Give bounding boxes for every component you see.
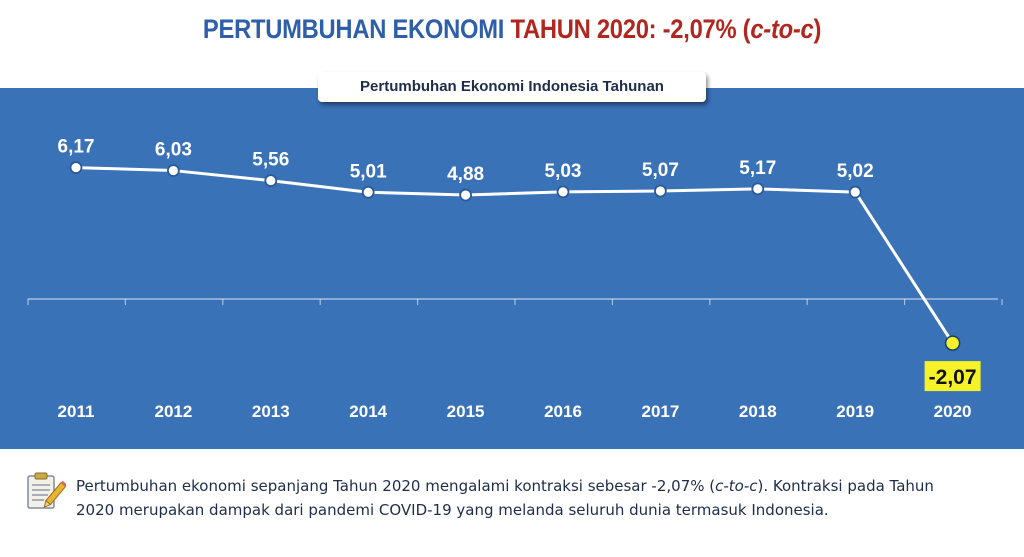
data-label-2012: 6,03: [155, 140, 192, 161]
data-point-2018: [751, 182, 765, 196]
x-tick-labels: 2011 2012 2013 2014 2015 2016 2017 2018 2019 2020: [58, 402, 972, 421]
page-title: PERTUMBUHAN EKONOMI TAHUN 2020: -2,07% (…: [61, 14, 962, 45]
x-tick-label-2019: 2019: [836, 402, 874, 421]
title-part-2: TAHUN 2020: -2,07% (: [510, 14, 751, 44]
data-labels: 6,17 6,03 5,56 5,01 4,88 5,03 5,07 5,17 5,02 -2,0…: [58, 137, 981, 392]
x-tick-label-2016: 2016: [544, 402, 582, 421]
x-tick-label-2014: 2014: [349, 402, 387, 421]
title-part-3: c-to-c: [750, 14, 814, 44]
chart-title: Pertumbuhan Ekonomi Indonesia Tahunan: [318, 72, 706, 102]
x-tick-label-2013: 2013: [252, 402, 290, 421]
data-point-2015: [459, 188, 473, 202]
data-label-2015: 4,88: [447, 164, 484, 185]
data-label-2014: 5,01: [350, 161, 387, 182]
series-markers: [69, 161, 961, 351]
data-label-2016: 5,03: [545, 161, 582, 182]
series-line: [75, 166, 954, 344]
data-label-2020: -2,07: [929, 366, 977, 389]
data-label-2019: 5,02: [837, 161, 874, 182]
data-point-2012: [166, 164, 180, 177]
note-text: Pertumbuhan ekonomi sepanjang Tahun 2020…: [76, 474, 976, 522]
note-text-a: Pertumbuhan ekonomi sepanjang Tahun 2020…: [76, 477, 716, 495]
data-point-2014: [361, 185, 375, 199]
x-tick-label-2018: 2018: [739, 402, 777, 421]
x-tick-label-2017: 2017: [641, 402, 679, 421]
chart-panel: [0, 88, 1024, 449]
data-point-2019: [848, 185, 862, 199]
x-tick-label-2012: 2012: [154, 402, 192, 421]
x-axis-ticks: [27, 299, 1003, 305]
data-point-2020: [944, 335, 961, 351]
data-point-2011: [69, 161, 83, 174]
note-text-b: c-to-c: [715, 477, 758, 495]
x-tick-label-2011: 2011: [58, 402, 95, 421]
title-part-1: PERTUMBUHAN EKONOMI: [202, 14, 511, 44]
title-part-4: ): [813, 14, 822, 44]
data-point-2017: [654, 184, 667, 198]
data-point-2016: [556, 185, 570, 199]
data-label-2011: 6,17: [58, 137, 95, 158]
data-point-2013: [264, 174, 278, 187]
data-label-2017: 5,07: [642, 160, 679, 181]
highlight-label-box: [924, 361, 981, 392]
data-label-2013: 5,56: [252, 150, 289, 171]
notepad-pencil-icon: [27, 472, 66, 509]
x-tick-label-2020: 2020: [934, 402, 972, 421]
x-tick-label-2015: 2015: [447, 402, 485, 421]
note-text-c: ). Kontraksi pada Tahun 2020 merupakan d…: [76, 477, 934, 519]
data-label-2018: 5,17: [739, 158, 776, 179]
